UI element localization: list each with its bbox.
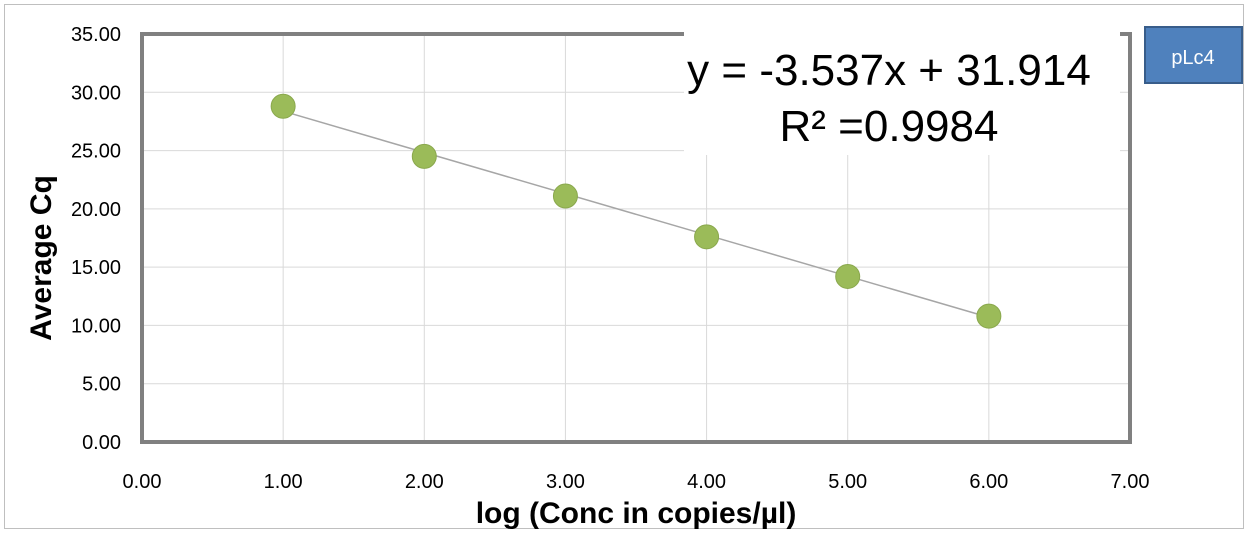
equation-background — [684, 31, 1120, 155]
y-tick-label: 0.00 — [82, 432, 121, 454]
data-point — [976, 303, 1002, 329]
trendline — [282, 110, 990, 319]
series-badge: pLc4 — [1144, 26, 1243, 84]
trendline-path — [282, 110, 990, 319]
equation-box: y = -3.537x + 31.914 R² =0.9984 — [684, 31, 1120, 155]
y-axis-title: Average Cq — [25, 175, 58, 341]
data-point — [694, 224, 720, 250]
y-tick-label: 25.00 — [71, 141, 121, 163]
data-point — [270, 93, 296, 119]
data-points — [270, 93, 1002, 329]
y-tick-label: 30.00 — [71, 82, 121, 104]
y-tick-label: 5.00 — [82, 374, 121, 396]
axis-lines — [140, 32, 1132, 444]
data-point — [552, 183, 578, 209]
plot-area-border — [140, 32, 1132, 444]
data-point — [835, 263, 861, 289]
r-squared-label: R² =0.9984 — [780, 102, 999, 151]
y-tick-label: 10.00 — [71, 315, 121, 337]
grid-lines — [142, 34, 1130, 442]
trendline-equation: y = -3.537x + 31.914 — [687, 46, 1091, 95]
badge-background — [1144, 26, 1243, 84]
x-tick-label: 6.00 — [969, 471, 1008, 493]
x-tick-label: 1.00 — [264, 471, 303, 493]
data-point — [411, 143, 437, 169]
y-tick-label: 15.00 — [71, 257, 121, 279]
x-tick-label: 3.00 — [546, 471, 585, 493]
x-tick-label: 4.00 — [687, 471, 726, 493]
badge-label: pLc4 — [1171, 47, 1214, 69]
x-axis-title: log (Conc in copies/µl) — [476, 497, 797, 530]
x-tick-label: 0.00 — [123, 471, 162, 493]
x-tick-label: 5.00 — [828, 471, 867, 493]
y-tick-label: 20.00 — [71, 199, 121, 221]
y-tick-label: 35.00 — [71, 24, 121, 46]
x-tick-label: 7.00 — [1111, 471, 1150, 493]
tick-labels: 0.00 1.00 2.00 3.00 4.00 5.00 6.00 7.00 0.00 5.00… — [71, 24, 1150, 493]
x-tick-label: 2.00 — [405, 471, 444, 493]
